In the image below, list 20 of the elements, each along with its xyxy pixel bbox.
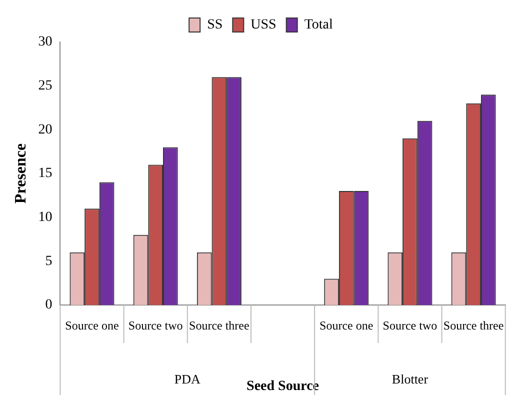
x-tick-label: Source two: [128, 318, 183, 332]
x-axis-title: Seed Source: [246, 379, 320, 394]
x-tick-label: Source two: [382, 318, 438, 332]
y-tick-label: 5: [45, 254, 52, 269]
legend-label: SS: [207, 18, 223, 33]
x-tick-label: Source one: [65, 318, 119, 332]
y-tick-label: 0: [45, 298, 52, 313]
text: Blotter: [392, 371, 429, 386]
y-tick-label: 30: [38, 34, 52, 50]
x-tick-label: Source three: [189, 318, 250, 332]
y-tick-label: 15: [38, 166, 52, 182]
y-tick-label: 20: [38, 122, 52, 138]
legend-label: USS: [250, 18, 276, 33]
y-tick-label: 25: [38, 78, 52, 94]
text: PDA: [174, 371, 201, 386]
x-tick-label: Source three: [443, 318, 504, 332]
legend-label: Total: [304, 18, 334, 33]
y-axis-title: Presence: [12, 143, 30, 204]
x-tick-label: Source one: [320, 318, 374, 332]
y-tick-label: 10: [38, 210, 52, 226]
